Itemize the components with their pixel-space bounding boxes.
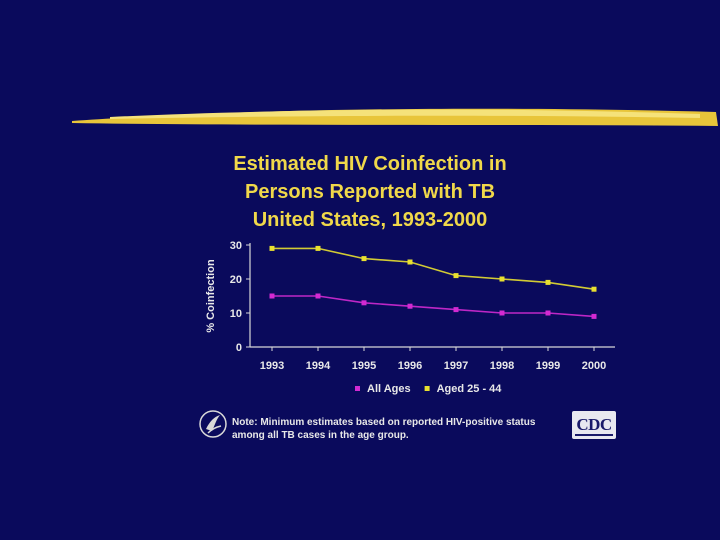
point-all-ages-1996 <box>407 303 413 309</box>
legend-swatch-aged-25-44 <box>424 386 430 391</box>
cdc-logo-text: CDC <box>576 415 612 434</box>
x-tick-label-1998: 1998 <box>490 360 514 372</box>
point-all-ages-1997 <box>453 307 459 313</box>
x-tick-label-1995: 1995 <box>352 360 376 372</box>
footnote-line-1: Note: Minimum estimates based on reporte… <box>232 417 536 428</box>
series-line-aged-25-44 <box>272 247 595 290</box>
x-tick-label-1994: 1994 <box>306 360 331 372</box>
point-aged-25-44-1998 <box>499 276 505 282</box>
x-tick-label-1999: 1999 <box>536 360 560 372</box>
footnote: Note: Minimum estimates based on reporte… <box>232 416 552 442</box>
point-all-ages-1993 <box>269 293 275 299</box>
series-line-all-ages <box>272 295 595 318</box>
point-aged-25-44-1993 <box>269 245 275 251</box>
chart-title: Estimated HIV Coinfection in Persons Rep… <box>170 150 570 234</box>
legend-label-all-ages: All Ages <box>367 383 411 395</box>
x-tick-label-1997: 1997 <box>444 360 468 372</box>
point-all-ages-1998 <box>499 310 505 316</box>
x-tick-label-1996: 1996 <box>398 360 422 372</box>
y-tick-label-10: 10 <box>230 308 242 320</box>
point-aged-25-44-1997 <box>453 273 459 279</box>
cdc-logo-stripe <box>575 434 613 436</box>
point-aged-25-44-1995 <box>361 256 367 262</box>
y-tick-label-30: 30 <box>230 240 242 252</box>
point-aged-25-44-2000 <box>591 286 597 292</box>
chart-title-line-2: Persons Reported with TB <box>244 181 496 203</box>
point-all-ages-1994 <box>315 293 321 299</box>
point-aged-25-44-1996 <box>407 259 413 265</box>
cdc-logo: CDC <box>572 411 616 439</box>
y-tick-label-20: 20 <box>230 274 242 286</box>
point-all-ages-1995 <box>361 300 367 306</box>
chart-title-line-3: United States, 1993-2000 <box>252 209 488 231</box>
legend-swatch-all-ages <box>355 386 360 391</box>
x-tick-label-1993: 1993 <box>260 360 284 372</box>
point-aged-25-44-1994 <box>315 245 321 251</box>
hhs-eagle-logo <box>199 410 227 438</box>
x-tick-label-2000: 2000 <box>582 360 606 372</box>
chart-title-line-1: Estimated HIV Coinfection in <box>233 153 507 175</box>
point-aged-25-44-1999 <box>545 279 551 285</box>
y-tick-label-0: 0 <box>236 342 242 354</box>
point-all-ages-1999 <box>545 310 551 316</box>
point-all-ages-2000 <box>591 313 597 319</box>
footnote-line-2: among all TB cases in the age group. <box>232 430 409 441</box>
y-axis-label: % Coinfection <box>205 259 217 333</box>
legend-label-aged-25-44: Aged 25 - 44 <box>437 383 503 395</box>
